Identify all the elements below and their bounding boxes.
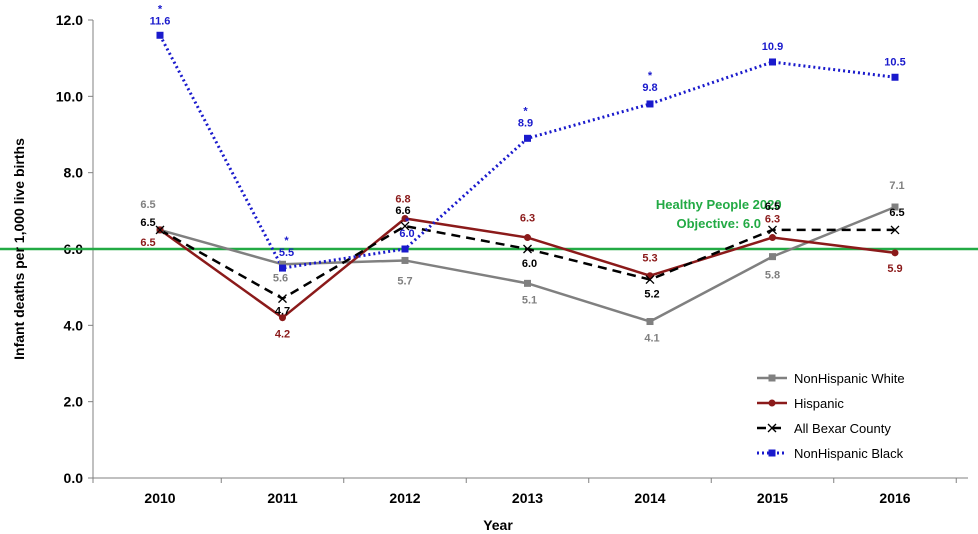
x-ticks: 2010 2011 2012 2013 2014 2015 2016 <box>92 478 957 506</box>
data-label: 7.1 <box>889 180 904 192</box>
data-label: 6.0 <box>522 258 537 270</box>
x-tick-label: 2011 <box>267 490 298 506</box>
data-point <box>155 225 165 235</box>
data-point <box>890 225 900 235</box>
x-tick-label: 2016 <box>879 490 910 506</box>
data-point <box>891 73 899 81</box>
data-point <box>769 234 776 242</box>
data-point <box>768 225 777 235</box>
legend-swatch-marker <box>768 449 776 457</box>
y-tick-label: 0.0 <box>64 470 84 486</box>
data-label: 5.1 <box>522 294 537 306</box>
data-label: 6.5 <box>140 217 155 229</box>
reference-label-line2: Objective: 6.0 <box>676 216 761 231</box>
data-label: 6.5 <box>140 199 155 211</box>
data-label: 5.6 <box>273 272 288 284</box>
data-point <box>646 318 654 326</box>
data-label: 5.3 <box>642 253 657 265</box>
data-label: 8.9 <box>518 117 533 129</box>
x-tick-label: 2010 <box>144 490 175 506</box>
data-label: 6.3 <box>765 214 780 226</box>
x-tick-label: 2015 <box>757 490 788 506</box>
data-point <box>401 214 409 222</box>
data-point <box>769 58 776 66</box>
data-label: 4.7 <box>275 306 290 318</box>
legend-swatch-marker <box>768 374 776 382</box>
x-axis-title: Year <box>483 517 513 533</box>
legend-label: NonHispanic Black <box>794 446 904 461</box>
legend-swatch-marker <box>768 399 776 407</box>
series-line <box>158 34 896 270</box>
data-label: 11.6 <box>150 15 171 27</box>
data-point <box>524 134 531 142</box>
data-label: 6.5 <box>140 237 155 249</box>
data-point <box>645 275 655 284</box>
data-point <box>279 314 286 322</box>
data-point <box>400 221 410 231</box>
data-label: 6.5 <box>889 207 904 219</box>
healthy-people-reference: Healthy People 2020 Objective: 6.0 <box>0 197 978 251</box>
significance-asterisk: * <box>523 105 528 117</box>
significance-asterisk: * <box>284 235 289 247</box>
data-labels: 6.5 5.6 5.7 5.1 4.1 5.8 7.1 6.5 4.2 6.8 6.3 5.3 6.3 5… <box>140 3 905 344</box>
data-point <box>156 31 164 39</box>
x-tick-label: 2014 <box>634 490 665 506</box>
data-label: 10.5 <box>884 56 905 68</box>
data-point <box>891 203 899 211</box>
legend-label: NonHispanic White <box>794 371 905 386</box>
data-label: 5.7 <box>397 275 412 287</box>
data-point <box>278 294 287 304</box>
data-label: 4.2 <box>275 329 290 341</box>
data-point <box>769 253 776 261</box>
y-tick-label: 12.0 <box>56 12 83 28</box>
significance-asterisk: * <box>405 216 410 228</box>
data-label: 5.2 <box>644 289 659 301</box>
y-tick-label: 4.0 <box>64 317 84 333</box>
significance-asterisk: * <box>158 3 163 15</box>
data-label: 4.1 <box>644 333 659 345</box>
data-point <box>524 279 531 287</box>
data-label: 5.8 <box>765 270 780 282</box>
data-label: 6.0 <box>399 228 414 240</box>
data-point <box>401 245 409 253</box>
y-tick-label: 8.0 <box>64 165 84 181</box>
reference-label-line1: Healthy People 2020 <box>656 197 782 212</box>
data-label: 10.9 <box>762 41 783 53</box>
data-point <box>891 249 899 257</box>
legend-label: All Bexar County <box>794 421 891 436</box>
data-point <box>646 100 654 108</box>
series-markers <box>155 31 900 326</box>
data-label: 5.9 <box>887 263 902 275</box>
data-label: 9.8 <box>642 82 657 94</box>
x-tick-label: 2012 <box>389 490 420 506</box>
data-point <box>279 264 286 272</box>
data-point <box>401 256 409 264</box>
data-point <box>646 272 654 280</box>
data-label: 6.8 <box>395 193 410 205</box>
legend: NonHispanic White Hispanic All Bexar Count… <box>752 360 962 470</box>
y-axis-title: Infant deaths per 1,000 live births <box>11 138 27 360</box>
data-label: 6.5 <box>765 201 780 213</box>
y-tick-label: 10.0 <box>56 88 83 104</box>
data-point <box>524 234 531 242</box>
y-tick-label: 2.0 <box>64 394 84 410</box>
data-label: 6.3 <box>520 213 535 225</box>
x-tick-label: 2013 <box>512 490 543 506</box>
data-label: 6.6 <box>395 205 410 217</box>
series-lines <box>158 34 896 323</box>
data-point <box>279 260 286 268</box>
legend-label: Hispanic <box>794 396 844 411</box>
significance-asterisk: * <box>648 70 653 82</box>
legend-swatch-marker <box>767 423 777 433</box>
data-point <box>523 244 532 254</box>
data-label: 5.5 <box>279 247 294 259</box>
